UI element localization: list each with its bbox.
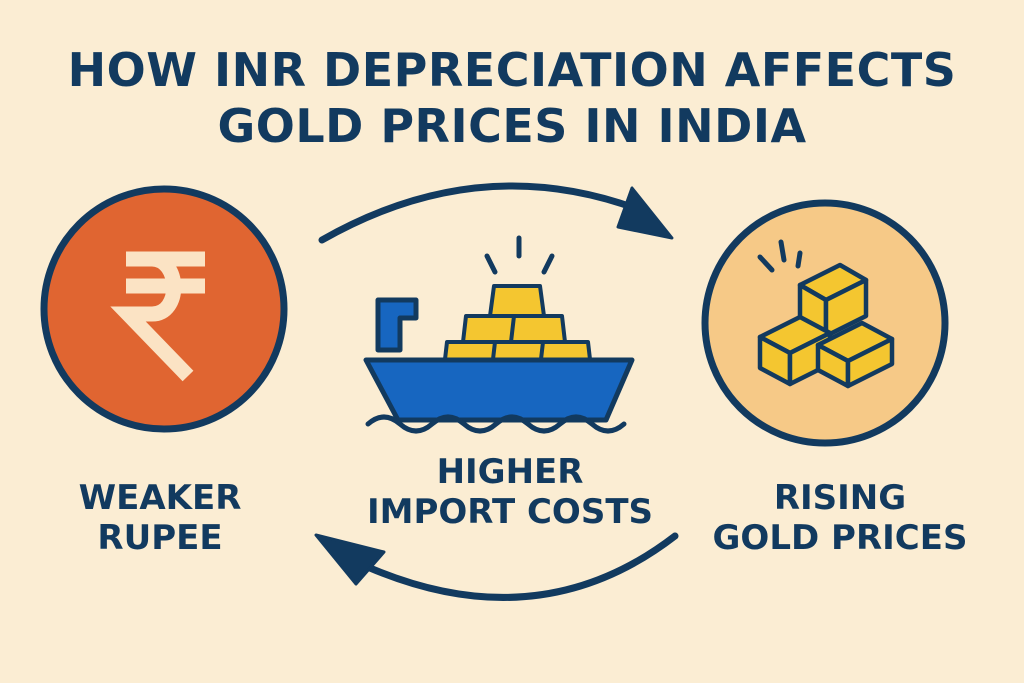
weaker-rupee-line-1: WEAKER (78, 478, 242, 518)
title-line-1: HOW INR DEPRECIATION AFFECTS (67, 43, 957, 97)
gold-bars-icon (757, 239, 895, 389)
cargo-ship-icon (363, 235, 635, 434)
gold-circle (701, 199, 949, 447)
rising-gold-line-2: GOLD PRICES (712, 518, 968, 558)
rising-gold-prices-label: RISING GOLD PRICES (700, 478, 980, 558)
rising-gold-line-1: RISING (773, 478, 907, 518)
higher-import-line-1: HIGHER (436, 452, 584, 492)
rupee-circle (40, 185, 288, 433)
top-arrow (318, 182, 674, 244)
higher-import-line-2: IMPORT COSTS (366, 492, 653, 532)
bottom-arrow (314, 532, 679, 601)
title-line-2: GOLD PRICES IN INDIA (217, 99, 807, 153)
weaker-rupee-label: WEAKER RUPEE (60, 478, 260, 558)
weaker-rupee-line-2: RUPEE (97, 518, 223, 558)
rupee-icon (110, 251, 205, 382)
page-title: HOW INR DEPRECIATION AFFECTS GOLD PRICES… (0, 42, 1024, 154)
higher-import-costs-label: HIGHER IMPORT COSTS (360, 452, 660, 532)
